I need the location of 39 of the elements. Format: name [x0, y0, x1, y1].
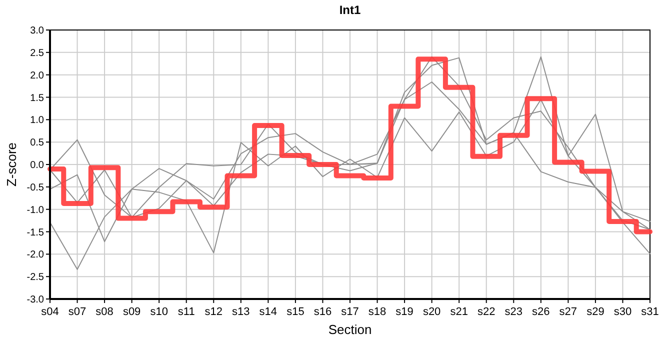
x-tick-label: s04: [41, 306, 59, 318]
x-tick-label: s17: [341, 306, 359, 318]
x-tick-label: s30: [614, 306, 632, 318]
y-tick-label: 1.5: [30, 92, 44, 104]
y-tick-label: 2.0: [30, 70, 44, 82]
y-tick-label: 3.0: [30, 26, 44, 36]
x-tick-label: s09: [122, 306, 141, 318]
y-tick-label: -1.5: [26, 227, 44, 238]
x-tick-label: s16: [314, 306, 332, 318]
y-axis-title: Z-score: [4, 142, 19, 187]
y-tick-label: 0.5: [30, 138, 44, 149]
chart-title: Int1: [339, 3, 361, 17]
y-tick-label: -2.5: [26, 272, 44, 284]
x-tick-label: s23: [504, 306, 523, 318]
y-tick-label: 1.0: [30, 115, 44, 126]
x-tick-label: s26: [532, 306, 550, 318]
y-tick-label: 0.0: [30, 160, 44, 171]
y-tick-label: 2.5: [30, 48, 44, 59]
x-tick-label: s11: [178, 306, 195, 318]
x-tick-label: s27: [559, 306, 578, 318]
x-tick-label: s10: [150, 306, 168, 318]
x-tick-label: s13: [232, 306, 250, 318]
y-tick-label: -3.0: [26, 294, 44, 306]
y-tick-label: -2.0: [26, 250, 44, 261]
x-tick-label: s18: [368, 306, 386, 318]
x-axis-title: Section: [328, 322, 372, 337]
x-tick-label: s19: [396, 306, 414, 318]
y-tick-label: -1.0: [26, 204, 44, 216]
x-tick-label: s21: [450, 306, 468, 318]
x-tick-label: s07: [68, 306, 86, 318]
x-tick-label: s15: [286, 306, 304, 318]
x-tick-label: s14: [259, 306, 278, 318]
x-tick-label: s31: [641, 306, 659, 318]
x-tick-label: s12: [204, 306, 223, 318]
x-tick-label: s29: [586, 306, 604, 318]
x-tick-label: s20: [422, 306, 441, 318]
y-tick-label: -0.5: [26, 182, 44, 194]
x-tick-label: s22: [477, 306, 496, 318]
x-tick-label: s08: [96, 306, 114, 318]
